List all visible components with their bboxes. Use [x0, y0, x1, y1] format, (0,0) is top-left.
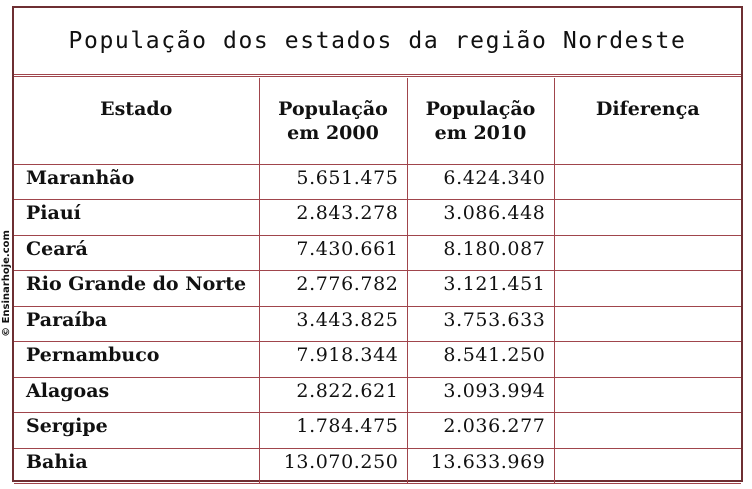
- table-row: Sergipe 1.784.475 2.036.277: [14, 412, 741, 449]
- cell-pop2010: 3.121.451: [406, 270, 555, 307]
- cell-estado: Maranhão: [14, 163, 260, 200]
- cell-pop2000: 2.822.621: [258, 376, 408, 413]
- table-row: Pernambuco 7.918.344 8.541.250: [14, 341, 741, 378]
- table-row: Rio Grande do Norte 2.776.782 3.121.451: [14, 270, 741, 307]
- cell-pop2010: 3.093.994: [406, 376, 555, 413]
- page-title: População dos estados da região Nordeste: [68, 28, 687, 54]
- cell-pop2000: 7.918.344: [258, 341, 408, 378]
- cell-diferenca[interactable]: [553, 412, 741, 449]
- table-row: Maranhão 5.651.475 6.424.340: [14, 163, 741, 200]
- cell-pop2010: 8.541.250: [406, 341, 555, 378]
- cell-estado: Paraíba: [14, 305, 260, 342]
- header-pop2010: População em 2010: [406, 78, 555, 165]
- cell-pop2000: 2.843.278: [258, 199, 408, 236]
- table-row: Bahia 13.070.250 13.633.969: [14, 447, 741, 484]
- cell-estado: Sergipe: [14, 412, 260, 449]
- header-pop2000: População em 2000: [258, 78, 408, 165]
- cell-diferenca[interactable]: [553, 199, 741, 236]
- cell-diferenca[interactable]: [553, 305, 741, 342]
- cell-pop2000: 13.070.250: [258, 447, 408, 484]
- table-row: Paraíba 3.443.825 3.753.633: [14, 305, 741, 342]
- cell-pop2010: 6.424.340: [406, 163, 555, 200]
- header-diferenca: Diferença: [553, 78, 741, 165]
- header-estado-label: Estado: [100, 98, 173, 120]
- cell-diferenca[interactable]: [553, 447, 741, 484]
- header-pop2000-line2: em 2000: [287, 122, 379, 144]
- cell-pop2010: 3.753.633: [406, 305, 555, 342]
- cell-estado: Pernambuco: [14, 341, 260, 378]
- table-row: Ceará 7.430.661 8.180.087: [14, 234, 741, 271]
- header-pop2010-line1: População: [425, 98, 536, 120]
- cell-pop2010: 13.633.969: [406, 447, 555, 484]
- table-header-row: Estado População em 2000 População em 20…: [14, 78, 741, 165]
- cell-pop2000: 5.651.475: [258, 163, 408, 200]
- cell-pop2010: 2.036.277: [406, 412, 555, 449]
- header-pop2000-line1: População: [278, 98, 388, 120]
- cell-pop2010: 3.086.448: [406, 199, 555, 236]
- cell-pop2000: 3.443.825: [258, 305, 408, 342]
- cell-diferenca[interactable]: [553, 234, 741, 271]
- cell-estado: Bahia: [14, 447, 260, 484]
- table-row: Piauí 2.843.278 3.086.448: [14, 199, 741, 236]
- title-box: População dos estados da região Nordeste: [14, 8, 741, 77]
- population-table: Estado População em 2000 População em 20…: [14, 78, 741, 484]
- cell-pop2010: 8.180.087: [406, 234, 555, 271]
- header-pop2010-line2: em 2010: [434, 122, 527, 144]
- worksheet-frame: População dos estados da região Nordeste…: [12, 6, 743, 484]
- cell-estado: Piauí: [14, 199, 260, 236]
- cell-estado: Rio Grande do Norte: [14, 270, 260, 307]
- header-estado: Estado: [14, 78, 260, 165]
- table-row: Alagoas 2.822.621 3.093.994: [14, 376, 741, 413]
- cell-diferenca[interactable]: [553, 270, 741, 307]
- cell-diferenca[interactable]: [553, 341, 741, 378]
- cell-diferenca[interactable]: [553, 376, 741, 413]
- cell-diferenca[interactable]: [553, 163, 741, 200]
- cell-pop2000: 1.784.475: [258, 412, 408, 449]
- header-diferenca-label: Diferença: [595, 98, 700, 120]
- cell-estado: Alagoas: [14, 376, 260, 413]
- cell-pop2000: 2.776.782: [258, 270, 408, 307]
- cell-pop2000: 7.430.661: [258, 234, 408, 271]
- copyright-watermark: © Ensinarhoje.com: [0, 218, 12, 348]
- watermark-text: © Ensinarhoje.com: [0, 229, 12, 337]
- cell-estado: Ceará: [14, 234, 260, 271]
